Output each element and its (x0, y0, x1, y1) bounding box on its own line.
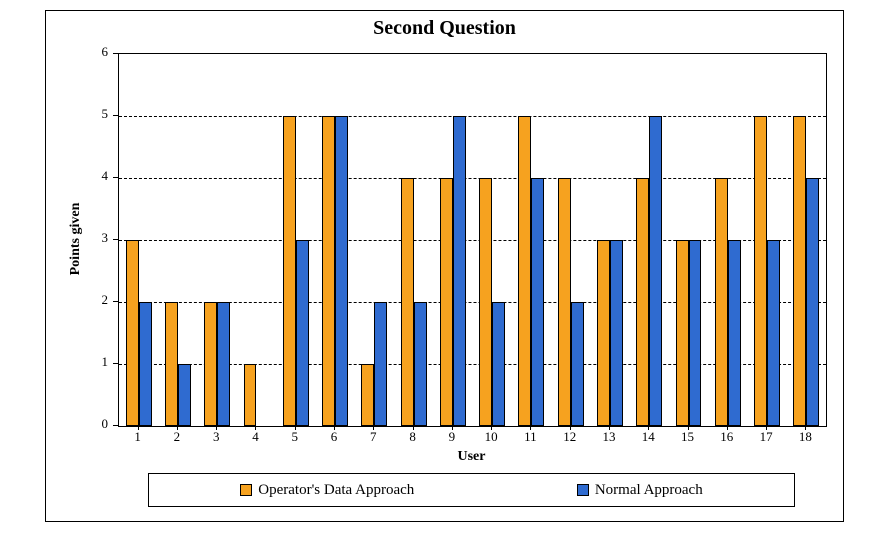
legend-item: Normal Approach (577, 482, 703, 499)
bar (728, 240, 741, 426)
x-tick-label: 12 (558, 429, 582, 445)
x-tick-label: 16 (715, 429, 739, 445)
x-tick-label: 13 (597, 429, 621, 445)
x-axis-title: User (118, 449, 825, 465)
bar (204, 302, 217, 426)
bar (440, 178, 453, 426)
x-tick-label: 11 (518, 429, 542, 445)
legend-label: Normal Approach (595, 482, 703, 499)
y-tick-label: 3 (88, 230, 108, 246)
legend-swatch (577, 484, 589, 496)
x-tick-label: 8 (401, 429, 425, 445)
bar (244, 364, 257, 426)
x-tick-label: 18 (793, 429, 817, 445)
y-tick-label: 4 (88, 168, 108, 184)
bar (610, 240, 623, 426)
bar (165, 302, 178, 426)
x-tick-label: 3 (204, 429, 228, 445)
bar (401, 178, 414, 426)
legend-item: Operator's Data Approach (240, 482, 414, 499)
y-tick-mark (113, 53, 118, 54)
bar (492, 302, 505, 426)
bar (139, 302, 152, 426)
bar (793, 116, 806, 426)
y-tick-mark (113, 301, 118, 302)
bar (767, 240, 780, 426)
y-tick-label: 5 (88, 106, 108, 122)
outer-wrap: Second Question Points given User Operat… (0, 0, 889, 544)
legend-label: Operator's Data Approach (258, 482, 414, 499)
legend: Operator's Data Approach Normal Approach (148, 473, 795, 507)
bar (689, 240, 702, 426)
y-tick-label: 0 (88, 416, 108, 432)
gridline (119, 116, 826, 117)
y-tick-label: 6 (88, 44, 108, 60)
x-tick-label: 10 (479, 429, 503, 445)
bar (217, 302, 230, 426)
bar (335, 116, 348, 426)
y-tick-mark (113, 115, 118, 116)
x-tick-label: 5 (283, 429, 307, 445)
x-tick-label: 9 (440, 429, 464, 445)
bar (571, 302, 584, 426)
plot-area (118, 53, 827, 427)
x-tick-label: 14 (636, 429, 660, 445)
bar (531, 178, 544, 426)
x-tick-label: 4 (243, 429, 267, 445)
y-axis-title: Points given (68, 53, 84, 425)
bar (322, 116, 335, 426)
bar (676, 240, 689, 426)
y-tick-mark (113, 425, 118, 426)
bar (806, 178, 819, 426)
chart-frame: Second Question Points given User Operat… (45, 10, 844, 522)
x-tick-label: 7 (361, 429, 385, 445)
x-tick-label: 6 (322, 429, 346, 445)
bar (296, 240, 309, 426)
bar (479, 178, 492, 426)
bar (754, 116, 767, 426)
chart-title: Second Question (46, 17, 843, 40)
x-tick-label: 17 (754, 429, 778, 445)
y-tick-mark (113, 363, 118, 364)
bar (636, 178, 649, 426)
x-tick-label: 15 (676, 429, 700, 445)
bar (361, 364, 374, 426)
bar (178, 364, 191, 426)
bar (126, 240, 139, 426)
bar (649, 116, 662, 426)
x-tick-label: 1 (126, 429, 150, 445)
x-tick-label: 2 (165, 429, 189, 445)
bar (414, 302, 427, 426)
bar (374, 302, 387, 426)
bar (597, 240, 610, 426)
bar (453, 116, 466, 426)
bar (518, 116, 531, 426)
y-tick-mark (113, 177, 118, 178)
y-tick-mark (113, 239, 118, 240)
y-tick-label: 2 (88, 292, 108, 308)
legend-swatch (240, 484, 252, 496)
y-tick-label: 1 (88, 354, 108, 370)
bar (715, 178, 728, 426)
bar (558, 178, 571, 426)
bar (283, 116, 296, 426)
